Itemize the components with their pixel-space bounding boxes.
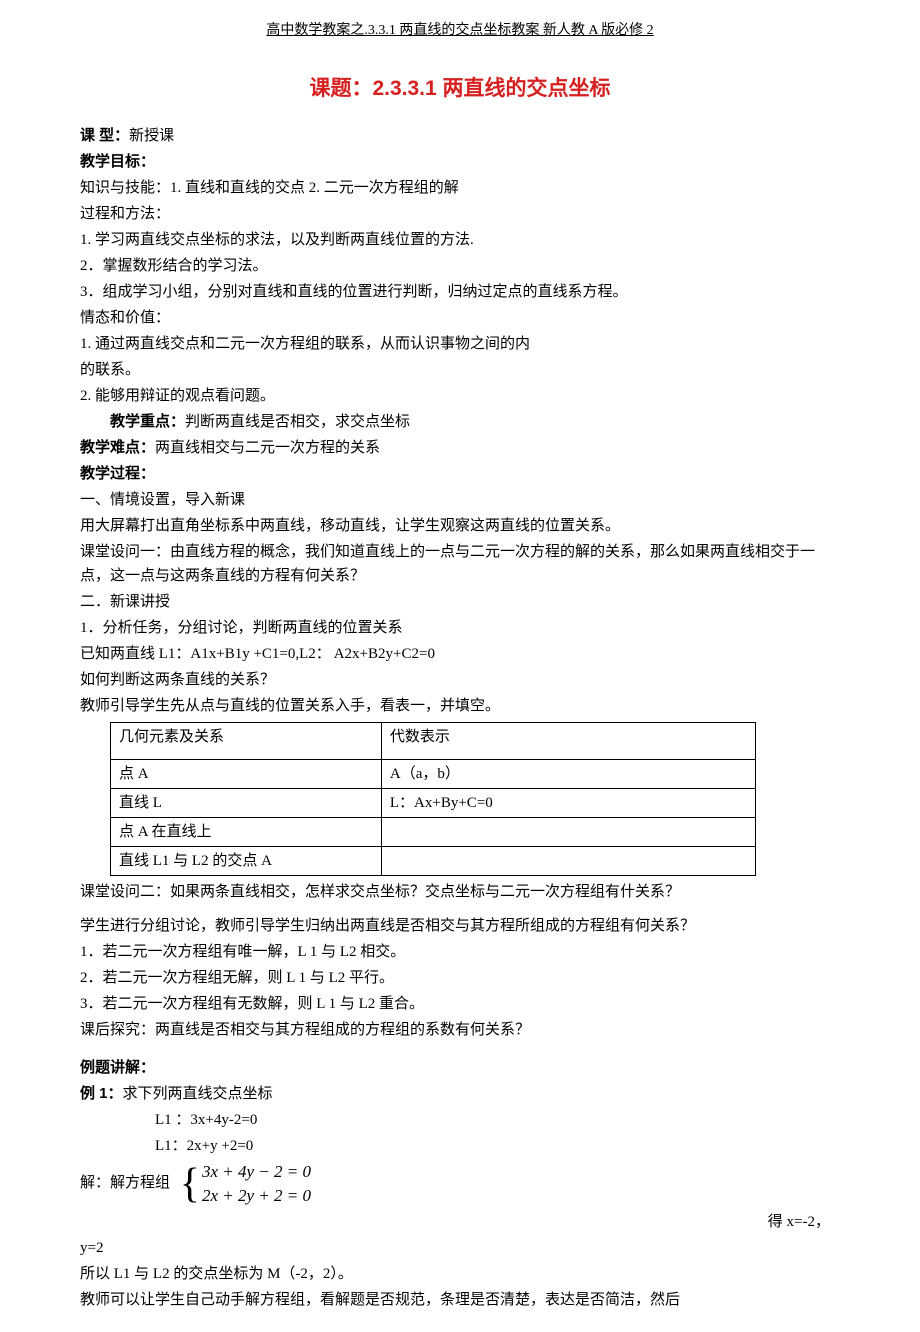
table-cell: 直线 L (111, 788, 382, 817)
table-cell (381, 817, 755, 846)
lesson-type-line: 课 型：新授课 (80, 124, 840, 148)
ex1-solve-line: 解：解方程组 { 3x + 4y − 2 = 0 2x + 2y + 2 = 0 (80, 1160, 840, 1208)
q2-line: 2．若二元一次方程组无解，则 L 1 与 L2 平行。 (80, 966, 840, 990)
example-label: 例题讲解： (80, 1056, 840, 1080)
page-header: 高中数学教案之.3.3.1 两直线的交点坐标教案 新人教 A 版必修 2 (80, 20, 840, 42)
goals-label: 教学目标： (80, 150, 840, 174)
table-row: 点 A 在直线上 (111, 817, 756, 846)
knowledge-value: 1. 直线和直线的交点 2. 二元一次方程组的解 (170, 180, 459, 196)
task1-line: 教师引导学生先从点与直线的位置关系入手，看表一，并填空。 (80, 694, 840, 718)
eq2: 2x + 2y + 2 = 0 (202, 1186, 311, 1205)
knowledge-line: 知识与技能：1. 直线和直线的交点 2. 二元一次方程组的解 (80, 176, 840, 200)
table-row: 点 A A（a，b） (111, 759, 756, 788)
main-heading: 二．新课讲授 (80, 590, 840, 614)
ex1-l1: L1 ：3x+4y-2=0 (80, 1108, 840, 1132)
ex1-solve-label: 解：解方程组 (80, 1175, 170, 1191)
procedure-label: 教学过程： (80, 462, 840, 486)
table-row: 几何元素及关系 代数表示 (111, 722, 756, 759)
knowledge-label: 知识与技能： (80, 180, 170, 196)
process-item: 3．组成学习小组，分别对直线和直线的位置进行判断，归纳过定点的直线系方程。 (80, 280, 840, 304)
lesson-type-label: 课 型： (80, 127, 129, 144)
q2-line: 3．若二元一次方程组有无数解，则 L 1 与 L2 重合。 (80, 992, 840, 1016)
attitude-item: 2. 能够用辩证的观点看问题。 (80, 384, 840, 408)
process-item: 2．掌握数形结合的学习法。 (80, 254, 840, 278)
difficulty-label: 教学难点： (80, 439, 155, 456)
q2-line: 课堂设问二：如果两条直线相交，怎样求交点坐标？交点坐标与二元一次方程组有什关系？ (80, 880, 840, 904)
eq1: 3x + 4y − 2 = 0 (202, 1162, 311, 1181)
table-row: 直线 L1 与 L2 的交点 A (111, 846, 756, 875)
focus-value: 判断两直线是否相交，求交点坐标 (185, 414, 410, 430)
task1-line: 如何判断这两条直线的关系？ (80, 668, 840, 692)
focus-line: 教学重点：判断两直线是否相交，求交点坐标 (80, 410, 840, 434)
left-brace-icon: { (180, 1163, 200, 1205)
process-item: 1. 学习两直线交点坐标的求法，以及判断两直线位置的方法. (80, 228, 840, 252)
table-cell: 直线 L1 与 L2 的交点 A (111, 846, 382, 875)
intro-line: 课堂设问一：由直线方程的概念，我们知道直线上的一点与二元一次方程的解的关系，那么… (80, 540, 840, 588)
lesson-type-value: 新授课 (129, 128, 174, 144)
task1-heading: 1．分析任务，分组讨论，判断两直线的位置关系 (80, 616, 840, 640)
task1-line: 已知两直线 L1：A1x+B1y +C1=0,L2： A2x+B2y+C2=0 (80, 642, 840, 666)
ex1-note: 教师可以让学生自己动手解方程组，看解题是否规范，条理是否清楚，表达是否简洁，然后 (80, 1288, 840, 1312)
ex1-title: 例 1： (80, 1085, 123, 1102)
table-row: 直线 L L：Ax+By+C=0 (111, 788, 756, 817)
document-body: 课 型：新授课 教学目标： 知识与技能：1. 直线和直线的交点 2. 二元一次方… (80, 124, 840, 1312)
table-cell: 代数表示 (381, 722, 755, 759)
geometry-table: 几何元素及关系 代数表示 点 A A（a，b） 直线 L L：Ax+By+C=0… (110, 722, 756, 876)
table-cell: 几何元素及关系 (111, 722, 382, 759)
ex1-l2: L1：2x+y +2=0 (80, 1134, 840, 1158)
table-cell: A（a，b） (381, 759, 755, 788)
q2-line: 课后探究：两直线是否相交与其方程组成的方程组的系数有何关系？ (80, 1018, 840, 1042)
intro-line: 用大屏幕打出直角坐标系中两直线，移动直线，让学生观察这两直线的位置关系。 (80, 514, 840, 538)
q2-line: 1．若二元一次方程组有唯一解，L 1 与 L2 相交。 (80, 940, 840, 964)
table-cell (381, 846, 755, 875)
ex1-conclusion: 所以 L1 与 L2 的交点坐标为 M（-2，2）。 (80, 1262, 840, 1286)
table-cell: 点 A (111, 759, 382, 788)
ex1-result-left: y=2 (80, 1236, 840, 1260)
attitude-item: 1. 通过两直线交点和二元一次方程组的联系，从而认识事物之间的内 (80, 332, 840, 356)
table-cell: L：Ax+By+C=0 (381, 788, 755, 817)
attitude-item: 的联系。 (80, 358, 840, 382)
ex1-desc: 求下列两直线交点坐标 (123, 1086, 273, 1102)
table-cell: 点 A 在直线上 (111, 817, 382, 846)
equation-system: { 3x + 4y − 2 = 0 2x + 2y + 2 = 0 (180, 1160, 311, 1208)
q2-line: 学生进行分组讨论，教师引导学生归纳出两直线是否相交与其方程所组成的方程组有何关系… (80, 914, 840, 938)
attitude-label: 情态和价值： (80, 306, 840, 330)
lesson-title: 课题：2.3.3.1 两直线的交点坐标 (80, 72, 840, 106)
intro-heading: 一、情境设置，导入新课 (80, 488, 840, 512)
ex1-result-right: 得 x=-2， (80, 1210, 840, 1234)
process-label: 过程和方法： (80, 202, 840, 226)
focus-label: 教学重点： (110, 413, 185, 430)
ex1-title-line: 例 1：求下列两直线交点坐标 (80, 1082, 840, 1106)
difficulty-value: 两直线相交与二元一次方程的关系 (155, 440, 380, 456)
difficulty-line: 教学难点：两直线相交与二元一次方程的关系 (80, 436, 840, 460)
